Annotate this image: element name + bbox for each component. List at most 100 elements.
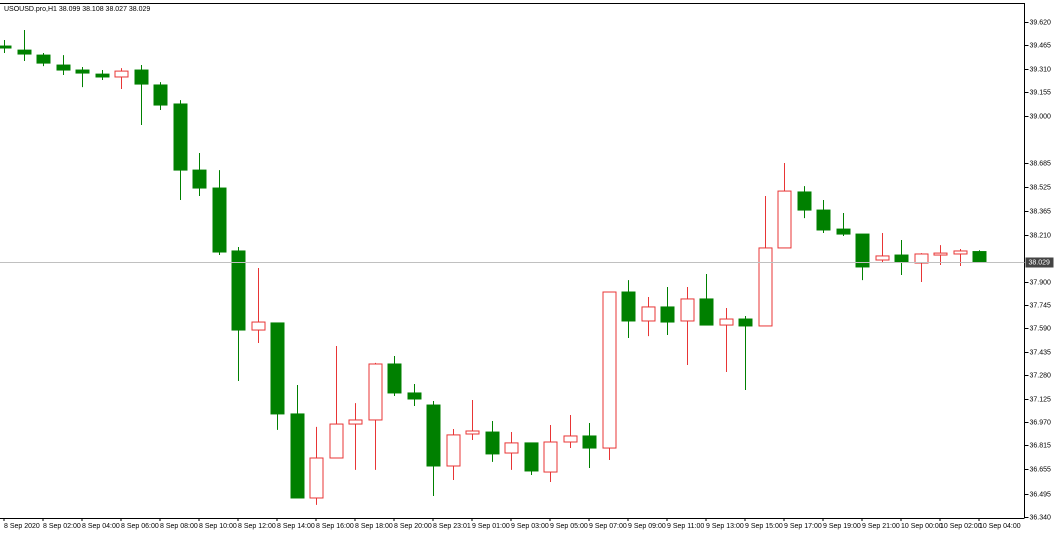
candle-body bbox=[797, 191, 812, 211]
candle-body bbox=[582, 435, 597, 449]
candle-body bbox=[777, 190, 792, 249]
y-tick-label: 38.210 bbox=[1030, 232, 1052, 239]
x-tick-label: 8 Sep 06:00 bbox=[121, 523, 159, 530]
y-tick-label: 37.125 bbox=[1030, 396, 1052, 403]
y-tick-label: 36.970 bbox=[1030, 419, 1052, 426]
y-tick-label: 36.815 bbox=[1030, 442, 1052, 449]
x-tick-label: 9 Sep 19:00 bbox=[823, 523, 861, 530]
x-tick-label: 9 Sep 15:00 bbox=[745, 523, 783, 530]
candle-body bbox=[465, 430, 480, 435]
y-tick-label: 39.620 bbox=[1030, 19, 1052, 26]
x-tick-label: 9 Sep 09:00 bbox=[628, 523, 666, 530]
candle-body bbox=[972, 251, 987, 263]
candle-body bbox=[348, 419, 363, 425]
candle-body bbox=[816, 209, 831, 231]
y-tick-label: 38.365 bbox=[1030, 208, 1052, 215]
y-tick-label: 39.310 bbox=[1030, 66, 1052, 73]
x-tick-label: 10 Sep 04:00 bbox=[979, 523, 1021, 530]
y-tick-label: 37.745 bbox=[1030, 302, 1052, 309]
x-tick-label: 10 Sep 00:00 bbox=[901, 523, 943, 530]
candle-body bbox=[953, 250, 968, 255]
candle-body bbox=[387, 363, 402, 394]
x-tick-label: 8 Sep 20:00 bbox=[394, 523, 432, 530]
x-tick-label: 10 Sep 02:00 bbox=[940, 523, 982, 530]
candle-body bbox=[114, 70, 129, 78]
candle-body bbox=[212, 187, 227, 253]
candle-body bbox=[719, 318, 734, 326]
candle-body bbox=[894, 254, 909, 263]
y-tick-label: 37.280 bbox=[1030, 372, 1052, 379]
x-tick-label: 9 Sep 13:00 bbox=[706, 523, 744, 530]
y-tick-label: 39.465 bbox=[1030, 42, 1052, 49]
candle-body bbox=[524, 442, 539, 472]
candle-body bbox=[17, 49, 32, 55]
candle-body bbox=[855, 233, 870, 268]
x-tick-label: 9 Sep 07:00 bbox=[589, 523, 627, 530]
candle-body bbox=[153, 84, 168, 106]
candle-body bbox=[660, 306, 675, 323]
y-tick-label: 39.000 bbox=[1030, 113, 1052, 120]
x-tick-label: 8 Sep 08:00 bbox=[160, 523, 198, 530]
candle-body bbox=[329, 423, 344, 459]
chart-title: USOUSD.pro,H1 38.099 38.108 38.027 38.02… bbox=[4, 6, 150, 13]
x-tick-label: 8 Sep 18:00 bbox=[355, 523, 393, 530]
x-tick-label: 8 Sep 23:01 bbox=[433, 523, 471, 530]
x-tick-label: 8 Sep 16:00 bbox=[316, 523, 354, 530]
candle-body bbox=[543, 441, 558, 473]
x-tick-label: 9 Sep 21:00 bbox=[862, 523, 900, 530]
x-tick-label: 8 Sep 02:00 bbox=[43, 523, 81, 530]
y-tick-label: 37.900 bbox=[1030, 279, 1052, 286]
x-tick-label: 8 Sep 10:00 bbox=[199, 523, 237, 530]
x-tick-label: 9 Sep 05:00 bbox=[550, 523, 588, 530]
candle-body bbox=[309, 457, 324, 499]
candle-body bbox=[426, 404, 441, 467]
candle-body bbox=[446, 434, 461, 467]
x-tick-label: 8 Sep 12:00 bbox=[238, 523, 276, 530]
current-price-label: 38.029 bbox=[1029, 259, 1051, 266]
candle-body bbox=[504, 442, 519, 454]
y-tick-label: 38.685 bbox=[1030, 160, 1052, 167]
candle-body bbox=[621, 291, 636, 322]
y-tick-label: 37.435 bbox=[1030, 349, 1052, 356]
x-tick-label: 8 Sep 14:00 bbox=[277, 523, 315, 530]
candle-body bbox=[231, 250, 246, 331]
y-tick-label: 37.590 bbox=[1030, 325, 1052, 332]
candle-body bbox=[836, 228, 851, 235]
candle-body bbox=[563, 435, 578, 443]
candle-body bbox=[36, 54, 51, 64]
candle-body bbox=[290, 413, 305, 499]
candle-body bbox=[485, 431, 500, 455]
candle-body bbox=[680, 298, 695, 322]
candle-body bbox=[407, 392, 422, 400]
x-tick-label: 9 Sep 17:00 bbox=[784, 523, 822, 530]
x-tick-label: 9 Sep 03:00 bbox=[511, 523, 549, 530]
y-tick-label: 36.340 bbox=[1030, 514, 1052, 521]
candle-body bbox=[758, 247, 773, 327]
y-tick-label: 36.655 bbox=[1030, 466, 1052, 473]
candle-body bbox=[173, 103, 188, 171]
candle-body bbox=[933, 252, 948, 256]
x-tick-label: 9 Sep 11:00 bbox=[667, 523, 704, 530]
y-tick-label: 38.525 bbox=[1030, 184, 1052, 191]
candle-body bbox=[914, 253, 929, 264]
candle-body bbox=[602, 291, 617, 449]
candle-body bbox=[95, 73, 110, 78]
candle-body bbox=[75, 69, 90, 74]
candle-body bbox=[0, 45, 12, 49]
candle-body bbox=[641, 306, 656, 322]
y-tick-label: 39.155 bbox=[1030, 89, 1052, 96]
candle-body bbox=[875, 255, 890, 261]
x-tick-label: 9 Sep 01:00 bbox=[472, 523, 510, 530]
candle-body bbox=[134, 69, 149, 85]
candle-body bbox=[270, 322, 285, 415]
x-tick-label: 8 Sep 04:00 bbox=[82, 523, 120, 530]
candle-body bbox=[738, 318, 753, 327]
candle-body bbox=[251, 321, 266, 331]
y-tick-label: 36.495 bbox=[1030, 491, 1052, 498]
x-tick-label: 8 Sep 2020 bbox=[4, 523, 40, 530]
candle-body bbox=[56, 64, 71, 71]
candle-body bbox=[368, 363, 383, 421]
candle-body bbox=[192, 169, 207, 189]
